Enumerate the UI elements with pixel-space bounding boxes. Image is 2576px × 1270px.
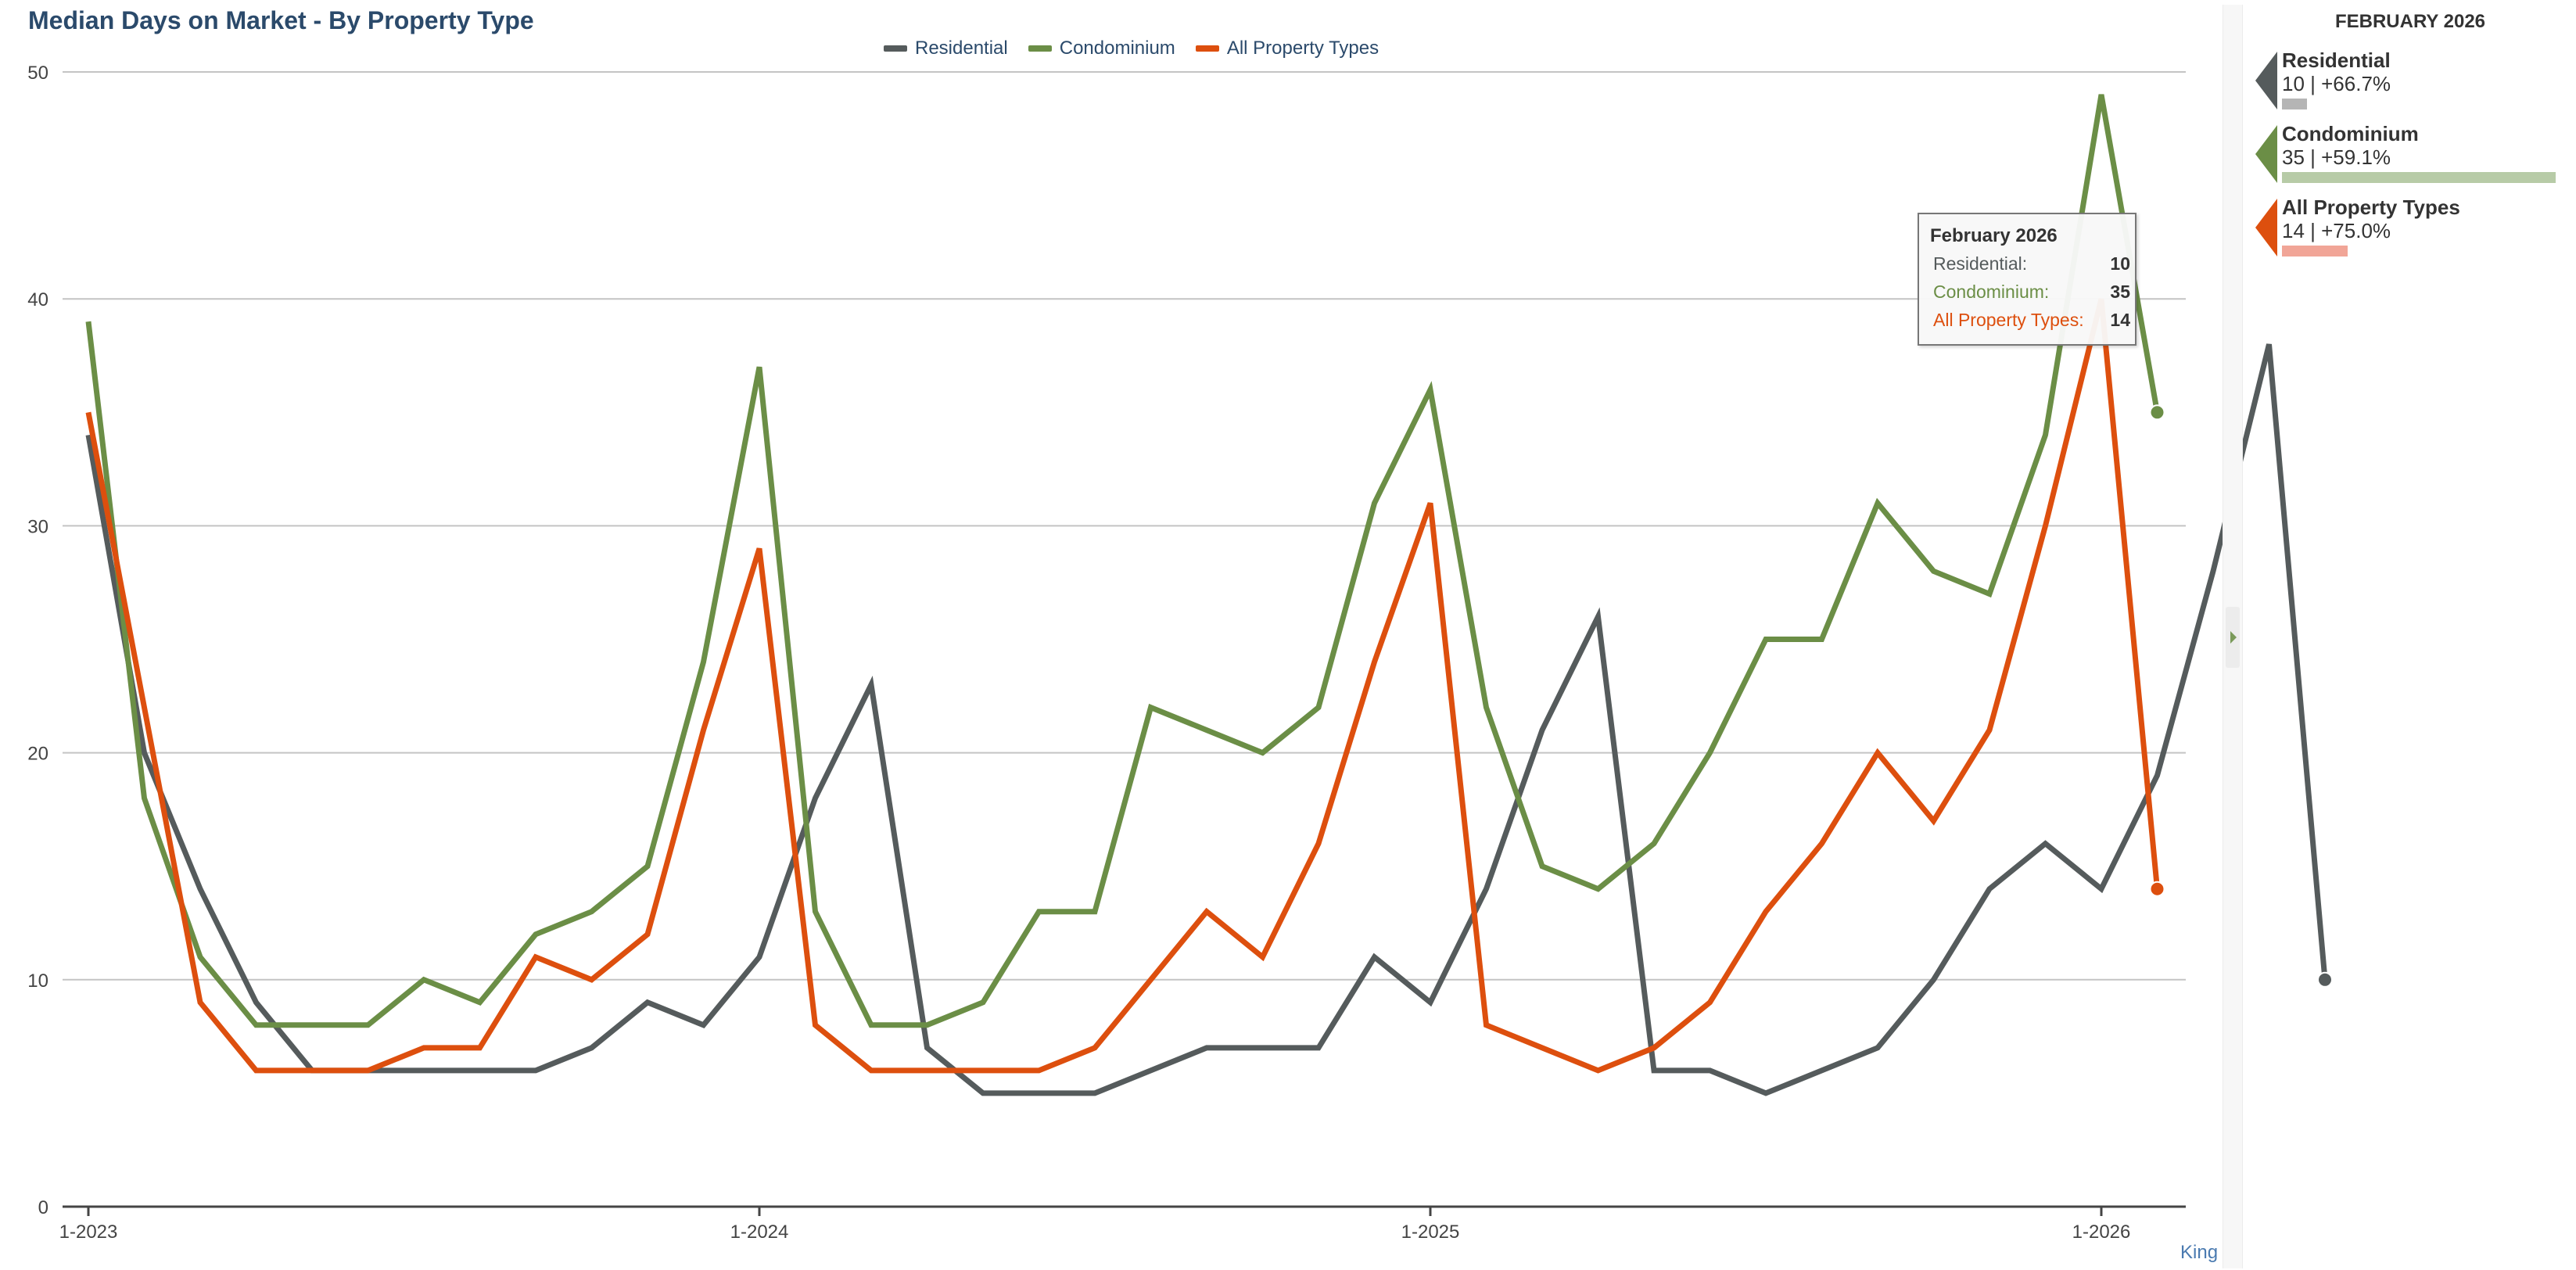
side-panel-month: FEBRUARY 2026	[2334, 11, 2486, 32]
legend-label-all-property-types: All Property Types	[1226, 38, 1379, 59]
axes: 0 10 20 30 40 50 1-2023 1-2024 1-2025 1-2026	[27, 63, 2186, 1243]
y-tick-label: 20	[27, 744, 48, 765]
tooltip-label-all-property-types: All Property Types:	[1933, 310, 2084, 330]
collapse-panel-handle[interactable]	[2226, 607, 2240, 668]
grid-lines	[63, 71, 2186, 981]
y-tick-label: 50	[27, 63, 48, 84]
side-item-bar	[2282, 172, 2556, 183]
x-tick-label: 1-2025	[1401, 1222, 1460, 1243]
side-item-name: Condominium	[2282, 122, 2419, 145]
side-item-residential[interactable]: Residential 10 | +66.7%	[2255, 48, 2576, 119]
pointer-arrow-icon	[2255, 52, 2277, 109]
side-item-name: All Property Types	[2282, 196, 2460, 219]
side-item-condominium[interactable]: Condominium 35 | +59.1%	[2255, 122, 2576, 192]
hover-tooltip: February 2026 Residential: 10 Condominiu…	[1918, 213, 2137, 346]
legend-swatch-residential	[884, 45, 907, 52]
tooltip-title: February 2026	[1930, 225, 2058, 246]
series-lines	[85, 94, 2328, 1096]
end-markers	[2149, 404, 2333, 988]
legend-swatch-all-property-types	[1195, 45, 1219, 52]
legend-label-condominium: Condominium	[1059, 38, 1175, 59]
side-panel: FEBRUARY 2026 Residential 10 | +66.7% Co…	[2244, 0, 2576, 1270]
y-tick-label: 10	[27, 970, 48, 992]
y-tick-label: 30	[27, 516, 48, 537]
side-item-bar	[2282, 99, 2307, 109]
tooltip-value-condominium: 35	[2110, 282, 2130, 302]
side-item-stat: 14 | +75.0%	[2282, 219, 2391, 242]
x-tick-label: 1-2023	[59, 1222, 118, 1243]
x-tick-label: 1-2026	[2072, 1222, 2131, 1243]
side-item-stat: 35 | +59.1%	[2282, 145, 2391, 169]
series-line-condominium	[85, 94, 2160, 1028]
legend-item-all-property-types[interactable]: All Property Types	[1195, 38, 1379, 59]
tooltip-label-condominium: Condominium:	[1933, 282, 2050, 302]
tooltip-value-residential: 10	[2110, 253, 2130, 274]
side-item-bar	[2282, 246, 2348, 257]
series-line-residential	[85, 343, 2328, 1096]
side-item-stat: 10 | +66.7%	[2282, 72, 2391, 95]
x-tick-label: 1-2024	[730, 1222, 789, 1243]
chart-title: Median Days on Market - By Property Type	[28, 6, 534, 34]
side-item-name: Residential	[2282, 48, 2391, 72]
chart-legend: Residential Condominium All Property Typ…	[884, 38, 1379, 59]
y-tick-label: 40	[27, 289, 48, 310]
y-tick-label: 0	[38, 1197, 48, 1218]
end-point-all-property-types	[2149, 881, 2165, 897]
side-item-all-property-types[interactable]: All Property Types 14 | +75.0%	[2255, 196, 2576, 266]
end-point-residential	[2317, 971, 2333, 988]
tooltip-value-all-property-types: 14	[2110, 310, 2130, 330]
tooltip-label-residential: Residential:	[1933, 253, 2028, 274]
source-label[interactable]: King	[2180, 1242, 2219, 1263]
pointer-arrow-icon	[2255, 199, 2277, 257]
pointer-arrow-icon	[2255, 125, 2277, 183]
legend-item-residential[interactable]: Residential	[884, 38, 1008, 59]
end-point-condominium	[2149, 404, 2165, 421]
legend-label-residential: Residential	[915, 38, 1008, 59]
legend-swatch-condominium	[1028, 45, 1052, 52]
legend-item-condominium[interactable]: Condominium	[1028, 38, 1175, 59]
series-line-all-property-types	[85, 298, 2160, 1074]
